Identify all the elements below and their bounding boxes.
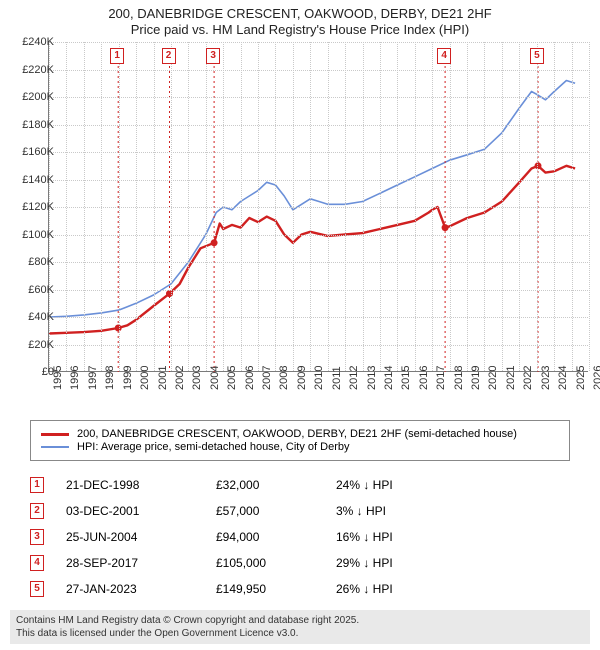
annotation-box-2: 2: [162, 48, 176, 64]
x-tick-label: 2004: [209, 366, 221, 390]
x-tick-label: 2023: [540, 366, 552, 390]
legend: 200, DANEBRIDGE CRESCENT, OAKWOOD, DERBY…: [30, 420, 570, 461]
series-price_paid: [49, 166, 575, 334]
y-tick-label: £100K: [22, 229, 54, 241]
attribution-line-1: Contains HM Land Registry data © Crown c…: [16, 614, 584, 627]
x-tick-label: 1998: [104, 366, 116, 390]
sale-index-box: 4: [30, 555, 44, 571]
y-tick-label: £140K: [22, 174, 54, 186]
x-tick-label: 1997: [87, 366, 99, 390]
sale-price: £149,950: [216, 582, 336, 596]
annotation-box-1: 1: [110, 48, 124, 64]
x-tick-label: 2014: [383, 366, 395, 390]
x-tick-label: 2002: [174, 366, 186, 390]
legend-row-0: 200, DANEBRIDGE CRESCENT, OAKWOOD, DERBY…: [41, 428, 559, 440]
sale-delta: 26% ↓ HPI: [336, 582, 536, 596]
x-tick-label: 2011: [331, 366, 343, 390]
x-tick-label: 2026: [592, 366, 600, 390]
x-tick-label: 2000: [139, 366, 151, 390]
sale-delta: 24% ↓ HPI: [336, 478, 536, 492]
legend-swatch-0: [41, 433, 69, 436]
legend-label-1: HPI: Average price, semi-detached house,…: [77, 441, 350, 453]
sale-date: 27-JAN-2023: [66, 582, 216, 596]
sale-marker-5: [535, 162, 542, 169]
y-tick-label: £20K: [28, 339, 54, 351]
sale-row: 2 03-DEC-2001£57,0003% ↓ HPI: [30, 498, 570, 524]
annotation-box-4: 4: [437, 48, 451, 64]
x-tick-label: 2016: [418, 366, 430, 390]
y-tick-label: £200K: [22, 91, 54, 103]
sale-price: £57,000: [216, 504, 336, 518]
sale-delta: 16% ↓ HPI: [336, 530, 536, 544]
y-tick-label: £120K: [22, 201, 54, 213]
x-tick-label: 2009: [296, 366, 308, 390]
x-tick-label: 2017: [435, 366, 447, 390]
sale-index-box: 1: [30, 477, 44, 493]
x-tick-label: 2021: [505, 366, 517, 390]
x-tick-label: 2001: [157, 366, 169, 390]
sale-date: 21-DEC-1998: [66, 478, 216, 492]
annotation-box-5: 5: [530, 48, 544, 64]
y-tick-label: £220K: [22, 64, 54, 76]
chart-container: 200, DANEBRIDGE CRESCENT, OAKWOOD, DERBY…: [0, 0, 600, 650]
x-tick-label: 2008: [278, 366, 290, 390]
sale-index-box: 2: [30, 503, 44, 519]
annotation-box-3: 3: [206, 48, 220, 64]
x-tick-label: 2025: [575, 366, 587, 390]
x-tick-label: 1996: [69, 366, 81, 390]
sale-date: 25-JUN-2004: [66, 530, 216, 544]
y-tick-label: £40K: [28, 311, 54, 323]
x-tick-label: 2018: [453, 366, 465, 390]
series-hpi: [49, 81, 575, 318]
x-tick-label: 2010: [313, 366, 325, 390]
legend-swatch-1: [41, 446, 69, 448]
plot-area: [48, 42, 588, 372]
x-tick-label: 2024: [557, 366, 569, 390]
x-tick-label: 1995: [52, 366, 64, 390]
y-tick-label: £160K: [22, 146, 54, 158]
sale-row: 3 25-JUN-2004£94,00016% ↓ HPI: [30, 524, 570, 550]
sale-delta: 29% ↓ HPI: [336, 556, 536, 570]
sale-index-box: 3: [30, 529, 44, 545]
x-tick-label: 2005: [226, 366, 238, 390]
sale-delta: 3% ↓ HPI: [336, 504, 536, 518]
attribution-line-2: This data is licensed under the Open Gov…: [16, 627, 584, 640]
chart-area: £0£20K£40K£60K£80K£100K£120K£140K£160K£1…: [0, 42, 600, 412]
y-tick-label: £240K: [22, 36, 54, 48]
sale-date: 03-DEC-2001: [66, 504, 216, 518]
x-tick-label: 1999: [122, 366, 134, 390]
sale-row: 1 21-DEC-1998£32,00024% ↓ HPI: [30, 472, 570, 498]
y-tick-label: £180K: [22, 119, 54, 131]
x-tick-label: 2006: [244, 366, 256, 390]
title-block: 200, DANEBRIDGE CRESCENT, OAKWOOD, DERBY…: [0, 0, 600, 39]
x-tick-label: 2012: [348, 366, 360, 390]
sale-price: £32,000: [216, 478, 336, 492]
legend-row-1: HPI: Average price, semi-detached house,…: [41, 441, 559, 453]
x-tick-label: 2020: [487, 366, 499, 390]
title-line-1: 200, DANEBRIDGE CRESCENT, OAKWOOD, DERBY…: [0, 6, 600, 22]
x-tick-label: 2003: [191, 366, 203, 390]
x-tick-label: 2019: [470, 366, 482, 390]
sales-table: 1 21-DEC-1998£32,00024% ↓ HPI 2 03-DEC-2001…: [30, 472, 570, 602]
x-tick-label: 2015: [400, 366, 412, 390]
sale-row: 5 27-JAN-2023£149,95026% ↓ HPI: [30, 576, 570, 602]
attribution: Contains HM Land Registry data © Crown c…: [10, 610, 590, 644]
sale-index-box: 5: [30, 581, 44, 597]
title-line-2: Price paid vs. HM Land Registry's House …: [0, 22, 600, 38]
sale-row: 4 28-SEP-2017£105,00029% ↓ HPI: [30, 550, 570, 576]
y-tick-label: £80K: [28, 256, 54, 268]
legend-label-0: 200, DANEBRIDGE CRESCENT, OAKWOOD, DERBY…: [77, 428, 517, 440]
y-tick-label: £60K: [28, 284, 54, 296]
sale-date: 28-SEP-2017: [66, 556, 216, 570]
x-tick-label: 2013: [366, 366, 378, 390]
sale-price: £105,000: [216, 556, 336, 570]
x-tick-label: 2022: [522, 366, 534, 390]
sale-price: £94,000: [216, 530, 336, 544]
x-tick-label: 2007: [261, 366, 273, 390]
